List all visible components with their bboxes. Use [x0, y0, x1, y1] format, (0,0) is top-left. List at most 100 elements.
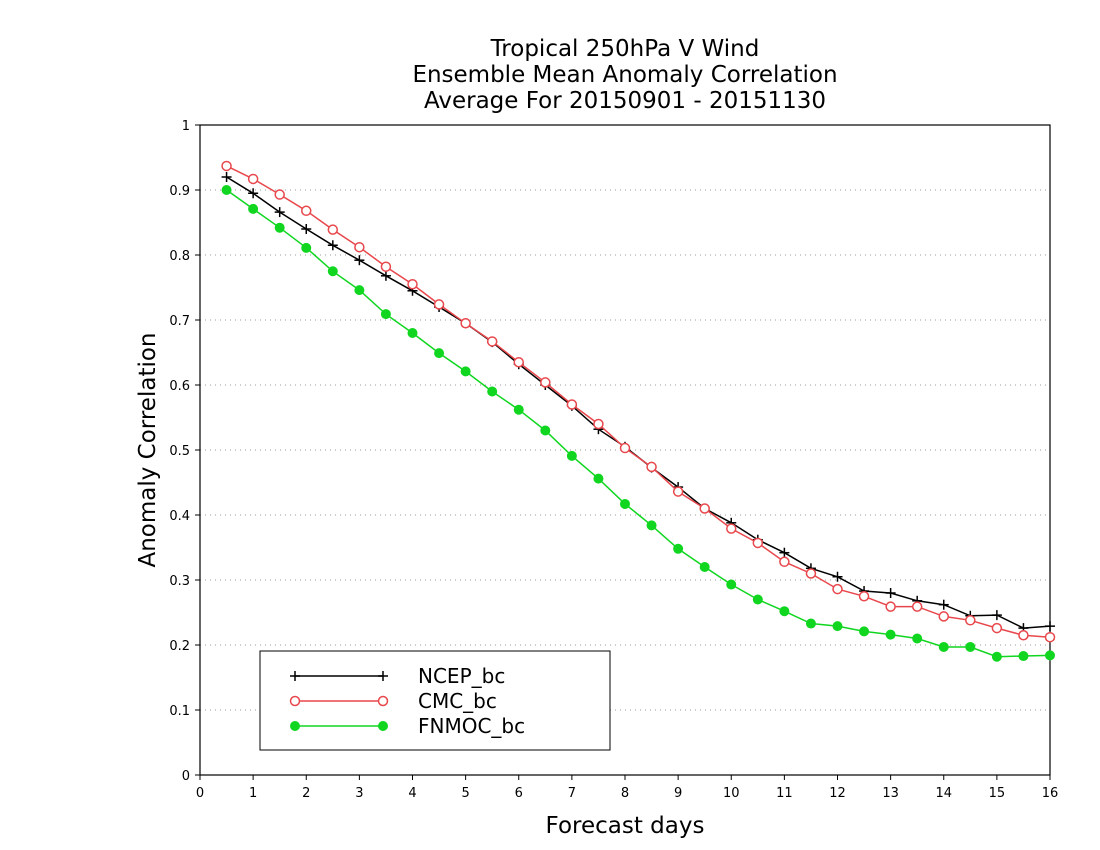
- data-point: [620, 498, 630, 509]
- data-point: [327, 266, 338, 277]
- legend-label: CMC_bc: [418, 689, 497, 713]
- data-point: [646, 461, 657, 473]
- data-point: [726, 579, 737, 590]
- data-point: [407, 279, 418, 290]
- x-tick-label: 6: [515, 786, 523, 801]
- data-point: [433, 299, 445, 310]
- data-point: [965, 641, 976, 652]
- data-point: [832, 583, 843, 595]
- data-point: [1044, 631, 1056, 643]
- y-tick-label: 0: [182, 769, 190, 784]
- data-point: [752, 594, 763, 605]
- x-axis-label: Forecast days: [546, 813, 705, 839]
- data-point: [1045, 621, 1055, 632]
- series-ncep-bc: [221, 172, 1055, 634]
- data-point: [566, 399, 578, 410]
- data-point: [699, 562, 710, 572]
- gridlines: [200, 124, 1050, 711]
- data-point: [991, 610, 1002, 621]
- y-tick-label: 0.8: [169, 249, 190, 264]
- x-tick-label: 7: [568, 786, 576, 801]
- data-point: [566, 450, 577, 461]
- series-lines: [221, 160, 1056, 662]
- series-fnmoc-bc: [221, 185, 1055, 662]
- data-point: [593, 473, 604, 484]
- data-point: [354, 255, 365, 266]
- x-tick-label: 8: [621, 786, 629, 801]
- series-line-ncep-bc: [226, 176, 1051, 629]
- data-point: [672, 486, 684, 497]
- y-tick-label: 0.7: [169, 314, 190, 329]
- data-point: [290, 721, 300, 731]
- data-point: [354, 241, 365, 253]
- data-point: [540, 425, 551, 436]
- data-point: [673, 543, 684, 554]
- data-point: [354, 285, 365, 296]
- data-point: [1045, 650, 1055, 661]
- data-point: [885, 588, 896, 598]
- data-point: [513, 357, 524, 368]
- data-point: [911, 601, 923, 612]
- x-tick-label: 1: [249, 786, 257, 801]
- data-point: [699, 503, 710, 514]
- series-line-fnmoc-bc: [226, 189, 1051, 658]
- data-point: [380, 309, 391, 320]
- y-tick-label: 0.4: [169, 509, 190, 524]
- x-tick-label: 14: [935, 786, 952, 801]
- data-point: [248, 188, 259, 199]
- data-point: [779, 556, 790, 568]
- x-tick-label: 9: [674, 786, 682, 801]
- x-tick-label: 3: [355, 786, 363, 801]
- data-point: [805, 568, 817, 579]
- y-tick-label: 0.9: [169, 184, 190, 199]
- data-point: [487, 386, 498, 397]
- legend-label: FNMOC_bc: [418, 714, 525, 738]
- data-point: [779, 547, 790, 558]
- data-point: [619, 442, 631, 454]
- data-point: [380, 270, 391, 281]
- legend-label: NCEP_bc: [418, 664, 505, 688]
- data-point: [221, 160, 232, 172]
- data-point: [248, 203, 259, 214]
- data-point: [938, 641, 949, 652]
- data-point: [434, 348, 445, 359]
- legend-item-cmc-bc: CMC_bc: [289, 689, 497, 713]
- y-tick-label: 1: [182, 119, 190, 134]
- data-point: [832, 571, 843, 582]
- data-point: [858, 591, 870, 602]
- x-tick-label: 5: [461, 786, 469, 801]
- y-tick-label: 0.3: [169, 574, 190, 589]
- x-tick-label: 16: [1042, 786, 1059, 801]
- data-point: [832, 621, 843, 632]
- data-point: [1018, 630, 1029, 641]
- data-point: [540, 377, 551, 388]
- data-point: [327, 224, 339, 235]
- data-point: [274, 207, 285, 218]
- data-point: [779, 606, 790, 617]
- x-tick-label: 12: [829, 786, 846, 801]
- data-point: [460, 366, 471, 377]
- data-point: [301, 242, 312, 253]
- data-point: [274, 222, 285, 233]
- data-point: [380, 261, 392, 272]
- data-point: [513, 404, 524, 415]
- x-tick-label: 10: [723, 786, 740, 801]
- x-tick-label: 13: [882, 786, 899, 801]
- data-point: [221, 172, 232, 182]
- data-point: [274, 189, 285, 200]
- data-point: [327, 240, 338, 251]
- y-tick-label: 0.1: [169, 704, 190, 719]
- data-point: [486, 336, 498, 347]
- data-point: [377, 695, 389, 707]
- data-point: [938, 611, 949, 622]
- x-tick-label: 15: [989, 786, 1006, 801]
- series-line-cmc-bc: [226, 165, 1051, 638]
- data-point: [726, 523, 737, 534]
- y-axis-label: Anomaly Correlation: [135, 332, 161, 567]
- legend-item-ncep-bc: NCEP_bc: [290, 664, 505, 688]
- x-tick-label: 11: [776, 786, 793, 801]
- data-point: [965, 615, 976, 626]
- data-point: [301, 205, 312, 217]
- chart-title-line-1: Tropical 250hPa V Wind: [490, 36, 760, 62]
